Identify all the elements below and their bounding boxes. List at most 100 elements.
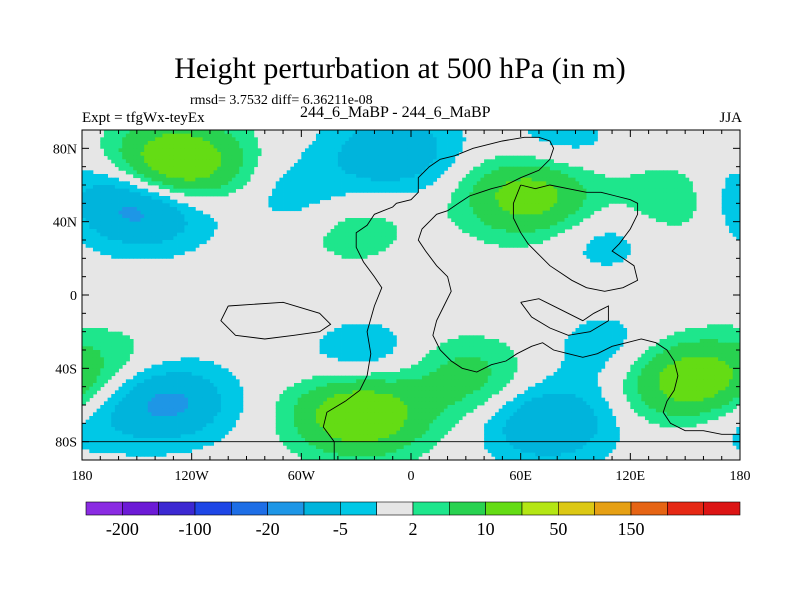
field-cell [158, 185, 163, 190]
field-cell [96, 236, 101, 241]
field-cell [677, 350, 682, 355]
field-cell [169, 144, 174, 149]
field-cell [334, 166, 339, 171]
field-cell [144, 251, 149, 256]
field-cell [604, 262, 609, 267]
field-cell [633, 372, 639, 377]
field-cell [114, 243, 119, 248]
field-cell [370, 137, 375, 142]
field-cell [513, 163, 518, 168]
field-cell [356, 350, 361, 355]
field-cell [381, 229, 386, 234]
field-cell [206, 192, 211, 197]
field-cell [122, 192, 127, 197]
field-cell [359, 148, 364, 153]
field-cell [714, 379, 719, 384]
field-cell [180, 251, 185, 256]
field-cell [597, 335, 602, 340]
field-cell [513, 188, 518, 193]
field-cell [184, 133, 189, 138]
field-cell [407, 181, 412, 186]
field-cell [209, 137, 214, 142]
field-cell [663, 375, 668, 380]
field-cell [535, 177, 540, 182]
field-cell [103, 339, 108, 344]
field-cell [334, 243, 339, 248]
field-cell [564, 346, 569, 351]
field-cell [206, 368, 211, 373]
field-cell [451, 350, 456, 355]
field-cell [502, 379, 507, 384]
field-cell [392, 229, 397, 234]
field-cell [392, 375, 397, 380]
field-cell [89, 342, 94, 347]
field-cell [462, 364, 467, 369]
field-cell [363, 155, 368, 160]
field-cell [370, 240, 375, 245]
field-cell [615, 328, 620, 333]
field-cell [155, 236, 160, 241]
field-cell [517, 166, 522, 171]
field-cell [597, 181, 602, 186]
field-cell [425, 357, 430, 362]
field-cell [162, 232, 167, 237]
field-cell [169, 130, 174, 135]
field-cell [542, 196, 547, 201]
field-cell [590, 247, 595, 252]
field-cell [473, 379, 478, 384]
field-cell [367, 174, 372, 179]
field-cell [725, 192, 730, 197]
field-cell [177, 137, 182, 142]
field-cell [458, 144, 463, 149]
field-cell [389, 346, 394, 351]
field-cell [301, 163, 306, 168]
field-cell [718, 353, 723, 358]
field-cell [469, 188, 474, 193]
field-cell [151, 236, 156, 241]
field-cell [549, 141, 554, 146]
field-cell [136, 174, 141, 179]
field-cell [480, 236, 485, 241]
field-cell [597, 188, 602, 193]
field-cell [352, 243, 357, 248]
field-cell [224, 152, 229, 157]
field-cell [462, 368, 467, 373]
field-cell [542, 188, 547, 193]
field-cell [103, 214, 108, 219]
field-cell [736, 174, 740, 179]
field-cell [476, 236, 481, 241]
field-cell [630, 364, 635, 369]
field-cell [114, 163, 119, 168]
field-cell [560, 133, 565, 138]
field-cell [330, 379, 335, 384]
field-cell [718, 361, 723, 366]
field-cell [502, 346, 507, 351]
field-cell [326, 181, 331, 186]
field-cell [279, 203, 284, 208]
field-cell [498, 375, 503, 380]
field-cell [363, 247, 368, 252]
field-cell [677, 192, 682, 197]
field-cell [626, 185, 631, 190]
field-cell [432, 353, 437, 358]
field-cell [597, 346, 602, 351]
field-cell [568, 181, 573, 186]
field-cell [195, 375, 200, 380]
field-cell [520, 210, 525, 215]
field-cell [688, 214, 693, 219]
field-cell [571, 210, 576, 215]
field-cell [118, 181, 123, 186]
field-cell [509, 225, 514, 230]
field-cell [125, 137, 130, 142]
field-cell [648, 174, 653, 179]
field-cell [151, 383, 156, 388]
field-cell [637, 188, 642, 193]
field-cell [129, 240, 134, 245]
field-cell [367, 243, 372, 248]
field-cell [462, 229, 467, 234]
field-cell [92, 218, 98, 223]
field-cell [564, 199, 569, 204]
field-cell [118, 214, 123, 219]
field-cell [480, 199, 485, 204]
field-cell [129, 152, 134, 157]
